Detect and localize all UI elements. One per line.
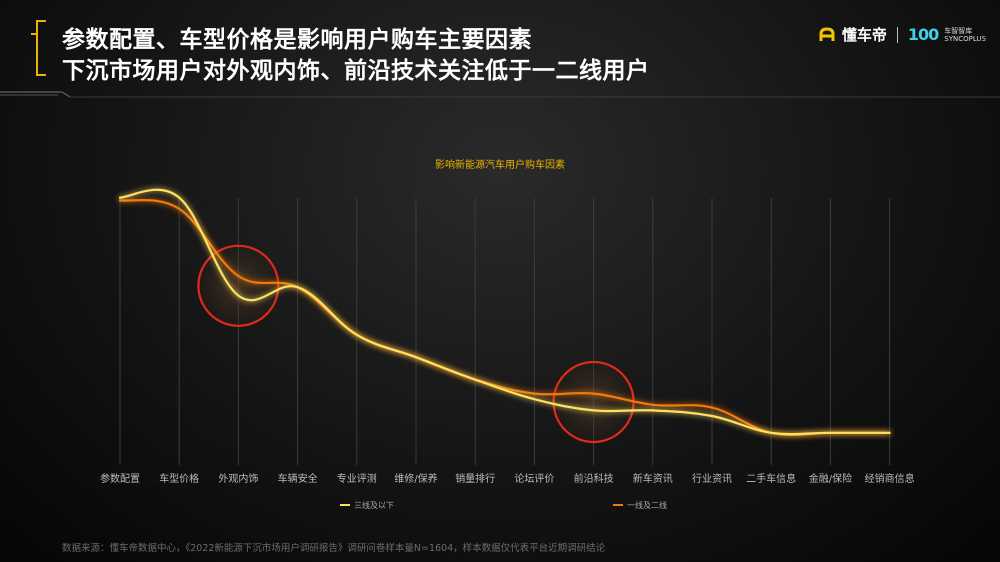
x-tick-label: 金融/保险: [809, 472, 852, 485]
x-tick-label: 经销商信息: [865, 472, 915, 485]
data-source-note: 数据来源：懂车帝数据中心，《2022新能源下沉市场用户调研报告》调研问卷样本量N…: [62, 543, 606, 554]
brand-100-badge: 100: [907, 25, 939, 44]
x-tick-label: 专业评测: [337, 472, 377, 485]
x-tick-label: 二手车信息: [746, 472, 796, 485]
title-bracket-tick: [31, 33, 37, 35]
x-tick-label: 行业资讯: [692, 472, 732, 485]
legend-label: 三线及以下: [354, 500, 394, 510]
dcd-logo-icon: [819, 26, 835, 41]
x-tick-label: 车型价格: [159, 472, 199, 485]
brand-badge-subtitle: 车智智库 SYNCOPLUS: [944, 27, 986, 43]
x-tick-label: 销量排行: [455, 472, 495, 485]
x-tick-label: 车辆安全: [278, 472, 318, 485]
page-title-line-2: 下沉市场用户对外观内饰、前沿技术关注低于一二线用户: [62, 58, 650, 84]
legend-label: 一线及二线: [627, 500, 667, 510]
title-bracket: [36, 20, 46, 76]
brand-separator: [896, 26, 898, 43]
x-tick-label: 维修/保养: [394, 472, 437, 485]
x-tick-label: 参数配置: [100, 472, 140, 485]
x-tick-label: 前沿科技: [574, 472, 614, 485]
series-line-tier3: [118, 188, 891, 436]
x-tick-label: 论坛评价: [514, 472, 554, 485]
x-tick-label: 新车资讯: [633, 472, 673, 485]
brand-name: 懂车帝: [841, 26, 887, 44]
highlight-circle: [197, 244, 280, 327]
brand-logos: 懂车帝 100 车智智库 SYNCOPLUS: [818, 24, 986, 45]
page-title-line-1: 参数配置、车型价格是影响用户购车主要因素: [62, 27, 532, 53]
x-tick-label: 外观内饰: [218, 472, 258, 485]
header-divider: [0, 91, 1000, 98]
chart-title: 影响新能源汽车用户购车因素: [435, 158, 565, 171]
brand-sub-line-2: SYNCOPLUS: [944, 34, 986, 43]
brand-sub-line-1: 车智智库: [944, 26, 973, 35]
highlight-circle: [552, 360, 635, 444]
